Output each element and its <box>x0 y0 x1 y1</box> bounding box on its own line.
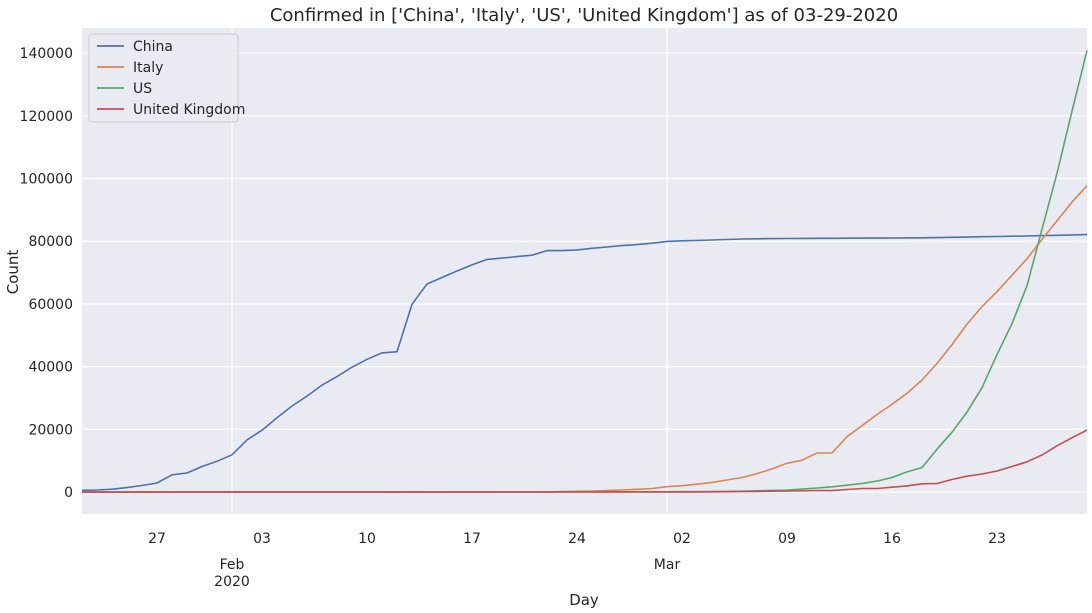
legend-label: United Kingdom <box>133 102 245 118</box>
y-tick-label: 100000 <box>20 172 73 188</box>
x-tick-label: 23 <box>988 531 1006 547</box>
x-tick-label: 03 <box>253 531 271 547</box>
x-tick-label: 09 <box>778 531 796 547</box>
y-tick-label: 40000 <box>28 360 73 376</box>
x-tick-label: Mar <box>654 557 681 573</box>
x-tick-label: 02 <box>673 531 691 547</box>
x-tick-label: 10 <box>358 531 376 547</box>
x-tick-label: 2020 <box>214 574 250 590</box>
series-lines <box>81 50 1088 493</box>
series-line-united-kingdom <box>81 429 1088 493</box>
legend-label: Italy <box>133 60 163 76</box>
y-tick-label: 60000 <box>28 297 73 313</box>
plot-area <box>82 28 1087 514</box>
legend-label: US <box>133 81 152 97</box>
chart-title: Confirmed in ['China', 'Italy', 'US', 'U… <box>270 5 898 26</box>
legend-label: China <box>133 39 173 55</box>
series-line-italy <box>81 185 1088 493</box>
y-tick-label: 20000 <box>28 422 73 438</box>
x-axis-label: Day <box>569 591 599 609</box>
legend: China Italy US United Kingdom <box>88 33 245 123</box>
x-tick-label: Feb <box>220 557 245 573</box>
legend-box <box>88 33 239 123</box>
y-tick-label: 0 <box>64 485 73 501</box>
x-tick-label: 16 <box>883 531 901 547</box>
x-tick-label: 24 <box>568 531 586 547</box>
x-tick-label: 27 <box>148 531 166 547</box>
y-tick-label: 120000 <box>20 109 73 125</box>
y-axis-label: Count <box>4 250 22 295</box>
y-tick-label: 80000 <box>28 234 73 250</box>
y-tick-label: 140000 <box>20 46 73 62</box>
x-tick-label: 17 <box>463 531 481 547</box>
series-line-china <box>81 233 1088 492</box>
y-tick-labels: 0 20000 40000 60000 80000 100000 120000 140000 <box>20 46 73 501</box>
